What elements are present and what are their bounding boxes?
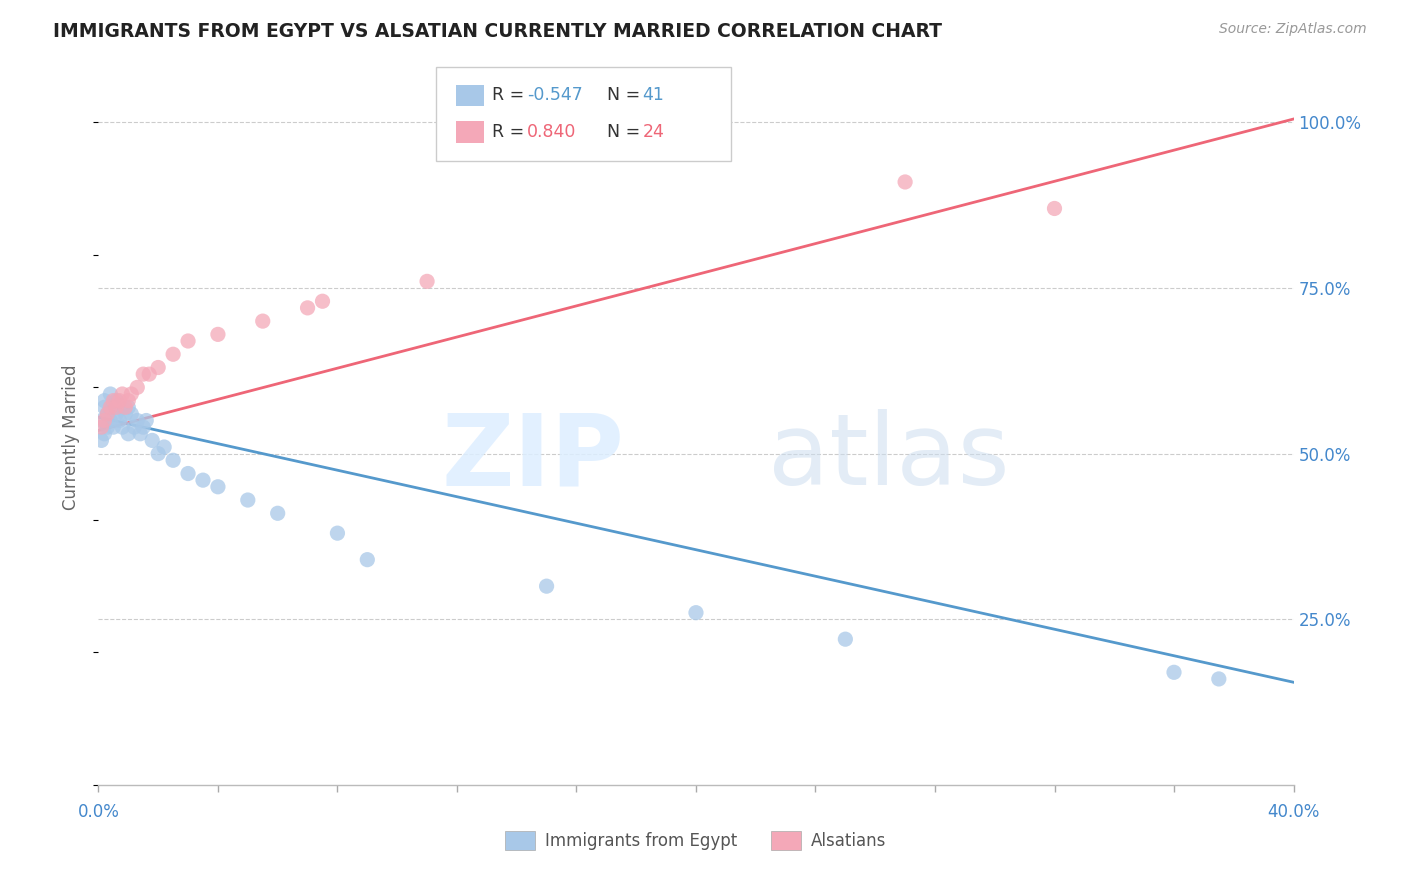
Point [90,420,112,434]
Point [191,473,214,487]
Point [114,401,136,415]
Point [124,420,146,434]
Text: IMMIGRANTS FROM EGYPT VS ALSATIAN CURRENTLY MARRIED CORRELATION CHART: IMMIGRANTS FROM EGYPT VS ALSATIAN CURREN… [53,22,942,41]
Point [685,606,707,620]
Text: 41: 41 [643,87,665,104]
Point [834,632,856,647]
Text: atlas: atlas [768,409,1010,507]
Point [114,407,136,421]
Point [1163,665,1185,680]
Point [356,552,378,566]
Point [267,506,290,520]
Text: ZIP: ZIP [441,409,624,507]
Point [90,434,112,448]
Point [120,387,142,401]
Point [96,407,118,421]
Point [148,360,170,375]
Point [93,426,115,441]
Point [103,393,125,408]
Text: 0.840: 0.840 [527,123,576,141]
Point [236,493,259,508]
Point [894,175,917,189]
Point [111,387,134,401]
Text: Source: ZipAtlas.com: Source: ZipAtlas.com [1219,22,1367,37]
Point [177,467,200,481]
Point [207,327,229,342]
Point [162,347,184,361]
Point [127,413,149,427]
Point [1043,202,1066,216]
Point [90,413,112,427]
Point [311,294,333,309]
Text: N =: N = [607,123,647,141]
Point [252,314,274,328]
Point [108,393,131,408]
Point [162,453,184,467]
Point [177,334,200,348]
Point [111,401,134,415]
Point [105,401,128,415]
Point [132,367,155,381]
Point [103,401,125,415]
Point [96,420,118,434]
Point [103,420,125,434]
Point [416,274,439,288]
Point [117,401,139,415]
Text: 24: 24 [643,123,665,141]
Point [93,401,115,415]
Point [105,393,128,408]
Point [148,447,170,461]
Point [93,393,115,408]
Point [1208,672,1230,686]
Point [207,480,229,494]
Point [127,380,149,394]
Point [96,407,118,421]
Point [105,407,128,421]
Point [98,387,122,401]
Point [108,413,131,427]
Point [536,579,558,593]
Text: -0.547: -0.547 [527,87,583,104]
Text: N =: N = [607,87,647,104]
Point [98,413,122,427]
Y-axis label: Currently Married: Currently Married [62,364,80,510]
Point [141,434,163,448]
Point [135,413,157,427]
Point [120,407,142,421]
Text: R =: R = [492,123,530,141]
Point [132,420,155,434]
Point [111,420,134,434]
Point [297,301,319,315]
Text: R =: R = [492,87,530,104]
Point [117,393,139,408]
Point [153,440,176,454]
Point [98,401,122,415]
Point [117,426,139,441]
Legend: Immigrants from Egypt, Alsatians: Immigrants from Egypt, Alsatians [499,824,893,856]
Point [129,426,152,441]
Point [138,367,160,381]
Point [93,413,115,427]
Point [326,526,349,541]
